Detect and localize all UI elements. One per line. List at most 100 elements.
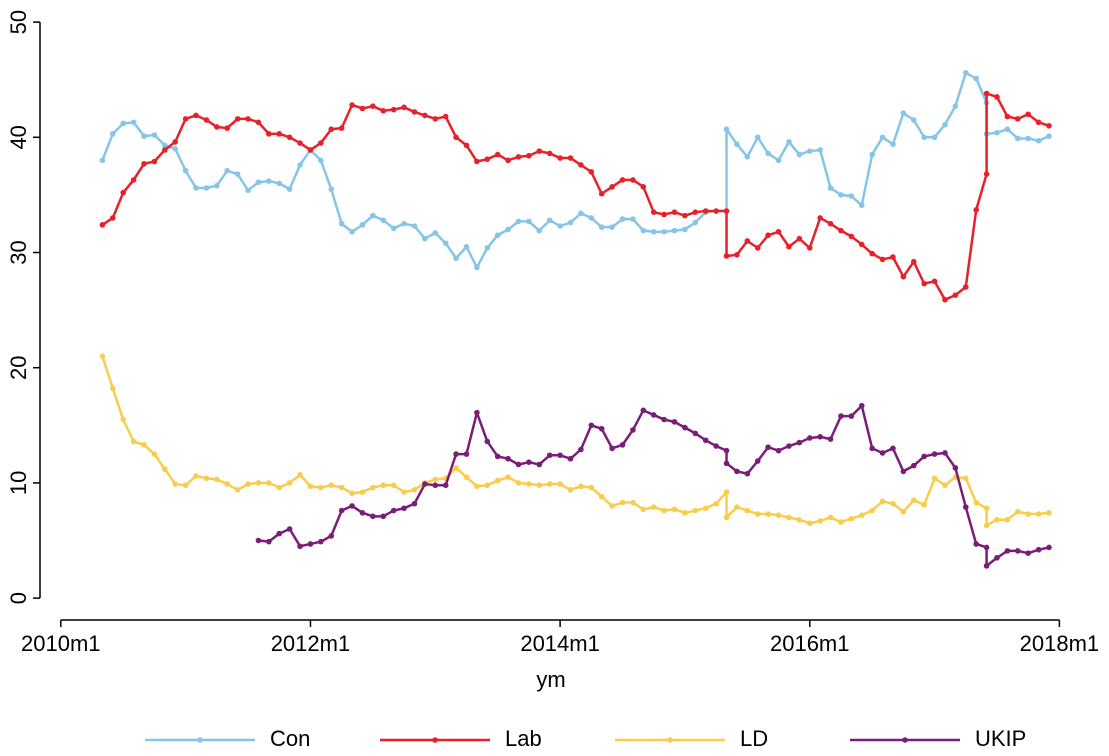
data-point	[942, 482, 948, 489]
data-point	[910, 117, 917, 123]
data-point	[422, 235, 428, 242]
data-point	[474, 409, 480, 416]
data-point	[182, 167, 189, 174]
data-point	[1014, 116, 1021, 122]
data-point	[526, 152, 532, 159]
data-point	[411, 487, 418, 493]
data-point	[526, 459, 532, 465]
data-point	[214, 124, 220, 130]
data-point	[869, 151, 875, 158]
legend-marker	[667, 737, 673, 743]
data-point	[494, 232, 501, 239]
data-point	[827, 220, 834, 227]
x-tick-label: 2010m1	[21, 631, 101, 656]
data-point	[682, 226, 688, 233]
data-point	[640, 506, 647, 513]
data-point	[203, 117, 210, 123]
data-point	[827, 436, 834, 442]
legend-item: Lab	[380, 726, 542, 751]
data-point	[1035, 511, 1042, 517]
data-point	[609, 503, 615, 509]
data-point	[838, 413, 844, 419]
data-point	[370, 513, 376, 520]
data-point	[567, 219, 574, 226]
data-point	[557, 223, 563, 229]
data-point	[297, 472, 303, 478]
data-point	[578, 483, 584, 490]
data-point	[401, 220, 407, 227]
data-point	[515, 154, 522, 160]
data-point	[463, 142, 470, 149]
data-point	[806, 435, 813, 441]
data-point	[973, 499, 979, 506]
data-point	[266, 178, 272, 184]
y-tick-label: 10	[6, 471, 31, 495]
data-point	[702, 208, 709, 214]
data-point	[432, 116, 439, 122]
data-point	[453, 255, 459, 262]
data-point	[255, 480, 262, 486]
data-point	[328, 533, 335, 539]
data-point	[713, 443, 719, 449]
data-point	[474, 264, 480, 271]
data-point	[827, 514, 834, 521]
data-point	[130, 438, 137, 445]
data-point	[775, 512, 782, 518]
data-point	[1025, 135, 1031, 142]
data-point	[380, 217, 387, 224]
legend-label: LD	[740, 726, 768, 751]
data-point	[973, 541, 979, 547]
data-point	[151, 132, 158, 138]
data-point	[869, 250, 875, 257]
data-point	[962, 69, 969, 76]
data-point	[838, 519, 844, 525]
data-point	[619, 442, 626, 448]
data-point	[588, 169, 595, 175]
data-point	[276, 484, 283, 491]
data-point	[484, 156, 491, 162]
data-point	[505, 226, 511, 233]
data-point	[578, 446, 584, 453]
data-point	[162, 147, 168, 153]
data-point	[994, 554, 1000, 561]
data-point	[536, 227, 543, 234]
data-point	[692, 507, 699, 514]
data-point	[869, 445, 875, 452]
data-point	[931, 475, 938, 482]
y-tick-label: 40	[6, 125, 31, 149]
data-point	[151, 158, 158, 165]
data-point	[921, 501, 927, 508]
data-point	[1046, 122, 1052, 129]
data-point	[765, 232, 771, 239]
data-point	[1014, 508, 1021, 515]
data-point	[214, 182, 220, 189]
data-point	[962, 504, 969, 510]
data-point	[1046, 510, 1052, 516]
data-point	[245, 481, 251, 487]
data-point	[858, 402, 865, 409]
data-point	[266, 480, 272, 486]
data-point	[671, 227, 678, 234]
data-point	[879, 498, 886, 505]
data-point	[806, 520, 813, 527]
data-point	[650, 228, 657, 235]
data-point	[338, 507, 345, 514]
data-point	[515, 461, 522, 468]
data-point	[380, 482, 387, 489]
data-point	[411, 109, 418, 115]
data-point	[307, 483, 314, 490]
data-point	[130, 177, 137, 183]
data-point	[900, 110, 907, 116]
data-point	[1025, 511, 1031, 517]
data-point	[702, 505, 709, 512]
data-point	[983, 171, 990, 177]
data-point	[338, 220, 345, 227]
data-point	[588, 484, 595, 491]
data-point	[286, 186, 293, 192]
data-point	[255, 179, 262, 186]
data-point	[172, 481, 179, 487]
series-line	[101, 92, 1050, 301]
data-point	[817, 147, 823, 153]
data-point	[255, 537, 262, 544]
data-point	[422, 481, 428, 487]
